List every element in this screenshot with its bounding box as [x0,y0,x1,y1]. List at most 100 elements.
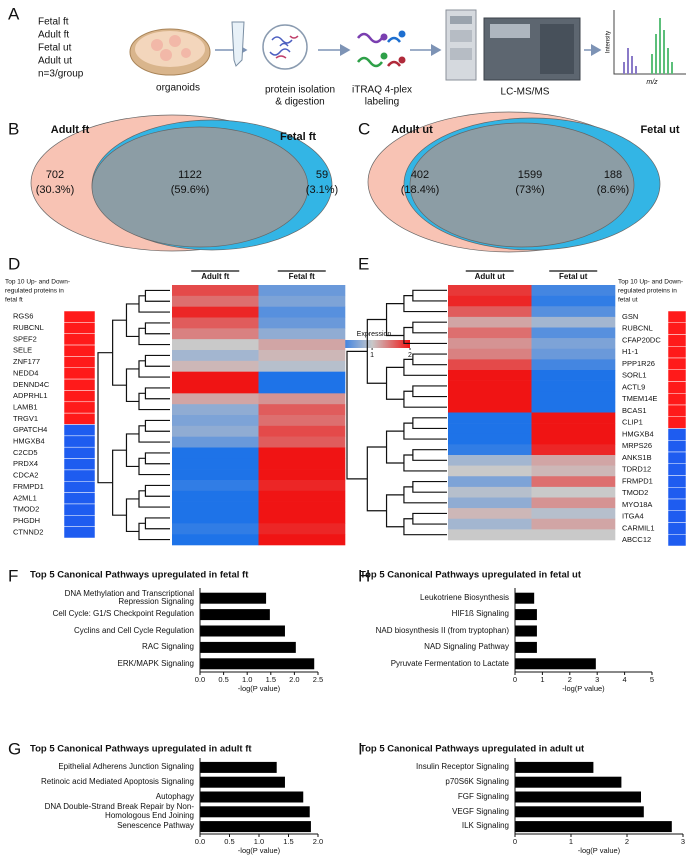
dendrogram-branch [144,484,170,497]
heatmap-cell [172,534,259,546]
venn-percent: (18.4%) [401,184,440,196]
heatmap-cell [531,348,616,360]
group-box [63,401,96,414]
colorbar-tick-label: 1 [370,352,374,359]
chart-title: Top 5 Canonical Pathways upregulated in … [360,570,582,581]
group-box [667,334,687,347]
workflow: Fetal ft Adult ft Fetal ut Adult ut n=3/… [38,9,686,108]
tag [380,33,388,41]
protein-label: SORL1 [622,371,647,380]
heatmap-cell [531,465,616,477]
bar [200,791,304,803]
venn-overlap [409,122,635,248]
dendrogram-branch [138,392,170,411]
dendrogram-branch [138,327,170,346]
protein-label: CFAP20DC [622,335,661,344]
caption: fetal ut [618,297,638,304]
bar [515,761,594,773]
group-label: Fetal ft [38,17,69,28]
dendrogram-branch [385,494,404,528]
bar [515,791,641,803]
x-tick-label: 0.5 [218,675,228,684]
category-label-box: Cell Cycle: G1/S Checkpoint Regulation [53,610,194,619]
heatmap-cell [531,412,616,424]
protein-label: ADPRHL1 [13,391,48,400]
x-tick-label: 2.0 [289,675,299,684]
heatmap-cell [448,348,532,360]
heatmap-cell [172,523,259,535]
heatmap-cell [531,327,616,339]
x-tick-label: 0 [513,837,517,846]
heatmap-cell [172,436,259,448]
chart-title: Top 5 Canonical Pathways upregulated in … [30,570,249,581]
category-label: Insulin Receptor Signaling [416,762,509,772]
category-label-box: VEGF Signaling [452,807,509,816]
venn-set-label: Fetal ut [640,124,679,136]
heatmap-cell [172,382,259,394]
group-box [63,481,96,493]
step-label: LC-MS/MS [501,87,550,98]
x-tick-label: 2.0 [313,837,323,846]
protein-label: PRDX4 [13,459,38,468]
step-label: organoids [156,83,200,94]
heatmap-cell [258,360,346,372]
group-box [63,458,96,471]
dendrogram-branch [412,289,447,302]
protein-label: GSN [622,312,638,321]
protein-label: A2ML1 [13,493,37,502]
category-label: ERK/MAPK Signaling [117,658,194,668]
heatmap-cell [258,328,346,340]
bar [200,806,310,818]
step-label: protein isolation [265,85,335,96]
protein-label: PPP1R26 [622,359,655,368]
heatmap-cell [531,285,616,296]
venn-count: 1599 [518,169,542,181]
venn-count: 59 [316,169,328,181]
heatmap-cell [172,371,259,383]
dendrogram-branch [366,446,387,512]
heatmap-cell [531,455,616,466]
heatmap-cell [172,360,259,372]
heatmap-cell [448,476,532,488]
category-label-box: ERK/MAPK Signaling [117,658,194,668]
panel-label: H [358,566,370,585]
group-box [667,428,687,441]
group-box [667,346,687,359]
dendrogram-branch [125,368,139,403]
dendrogram-branch [403,326,447,345]
heatmap-cell [531,433,616,445]
bar [200,821,311,833]
step-label: labeling [365,97,399,108]
protein-label: CTNND2 [13,527,43,536]
category-label-box: NAD biosynthesis II (from tryptophan) [376,626,509,635]
heatmap-cell [448,295,532,307]
heatmap-cell [172,350,259,362]
heatmap-cell [448,455,532,466]
heatmap-cell [258,295,346,307]
protein-label: C2CD5 [13,448,38,457]
heatmap-cell [531,380,616,392]
heatmap-cell [531,518,616,530]
tag [357,56,383,68]
x-tick-label: 2.5 [313,675,323,684]
dendrogram-branch [412,512,447,525]
dendrogram-branch [138,360,170,378]
heatmap-cell [448,338,532,350]
x-tick-label: 1.0 [242,675,252,684]
heatmap-cell [172,295,259,307]
heatmap-cell [258,317,346,329]
heatmap-cell [172,425,259,437]
x-tick-label: 3 [595,675,599,684]
organoid [181,48,191,58]
group-box [63,412,96,425]
heatmap-cell [258,480,346,492]
protein-label: MYO18A [622,500,652,509]
heatmap-cell [448,327,532,339]
protein-label: ZNF177 [13,357,40,366]
dendrogram-branch [144,289,170,302]
dendrogram-branch [144,322,170,335]
x-tick-label: 1.5 [266,675,276,684]
chart-title: Top 5 Canonical Pathways upregulated in … [30,744,252,755]
heatmap-cell [258,350,346,362]
x-tick-label: 0 [513,675,517,684]
